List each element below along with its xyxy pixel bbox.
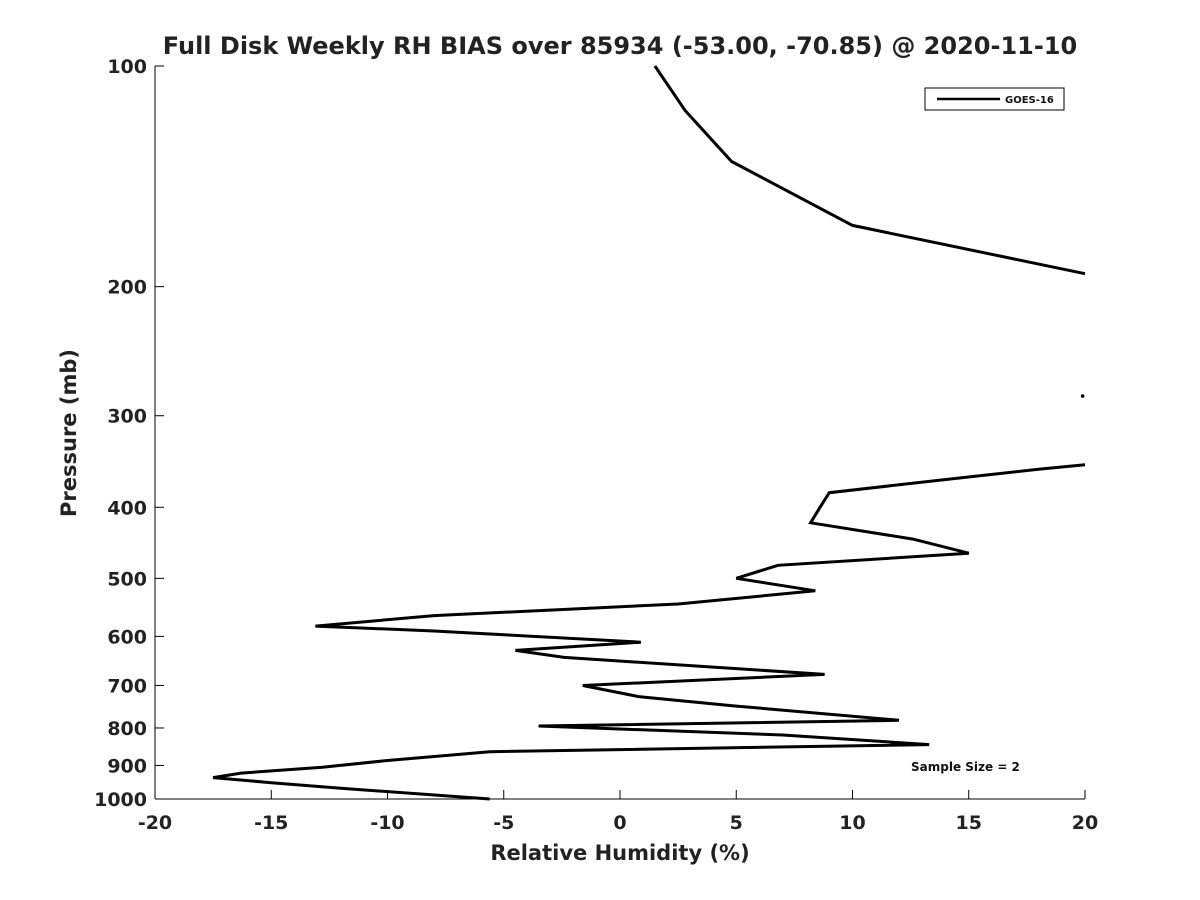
series-layer [212,65,1086,801]
y-tick-label: 500 [107,568,147,590]
chart-title: Full Disk Weekly RH BIAS over 85934 (-53… [163,32,1077,60]
y-tick-label: 1000 [94,789,147,811]
x-ticks: -20 -15 -10 -5 0 5 10 15 20 [138,790,1098,834]
y-tick-label: 600 [107,626,147,648]
x-tick-label: 15 [956,812,982,834]
y-ticks: 100 200 300 400 500 600 700 800 900 1000 [94,56,164,811]
series-line-goes-16-segment-2 [212,463,1086,801]
x-tick-label: 5 [730,812,743,834]
x-tick-label: 10 [839,812,865,834]
x-tick-label: -15 [254,812,288,834]
series-line-goes-16-segment-1 [653,65,1086,276]
y-tick-label: 400 [107,497,147,519]
x-axis-label: Relative Humidity (%) [490,841,749,865]
series-point-goes-16 [1080,394,1085,398]
x-tick-label: -20 [138,812,172,834]
sample-size-annotation: Sample Size = 2 [911,760,1020,774]
y-tick-label: 200 [107,277,147,299]
y-tick-label: 300 [107,406,147,428]
x-tick-label: -10 [370,812,404,834]
axes [154,66,1085,800]
legend-label-goes-16: GOES-16 [1005,95,1054,106]
y-tick-label: 800 [107,718,147,740]
x-tick-label: -5 [493,812,514,834]
y-tick-label: 100 [107,56,147,78]
y-axis-label: Pressure (mb) [57,349,81,517]
y-tick-label: 700 [107,675,147,697]
legend: GOES-16 [924,87,1065,111]
x-tick-label: 20 [1072,812,1098,834]
y-tick-label: 900 [107,755,147,777]
x-tick-label: 0 [613,812,626,834]
